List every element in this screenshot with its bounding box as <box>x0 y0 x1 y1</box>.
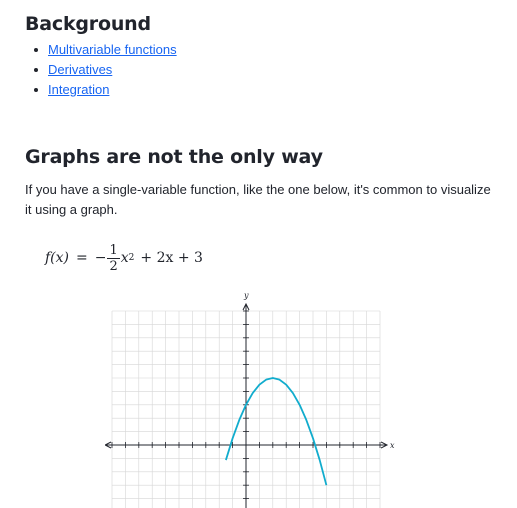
background-heading: Background <box>25 13 151 35</box>
link-derivatives[interactable]: Derivatives <box>48 62 113 77</box>
link-multivariable-functions[interactable]: Multivariable functions <box>48 42 177 57</box>
x-axis-label: x <box>390 441 395 450</box>
list-item: Integration <box>25 80 177 100</box>
bullet-icon <box>34 48 38 52</box>
formula-variable: x <box>120 250 129 266</box>
link-integration[interactable]: Integration <box>48 82 110 97</box>
background-link-list: Multivariable functions Derivatives Inte… <box>25 40 177 100</box>
list-item: Multivariable functions <box>25 40 177 60</box>
parabola-curve <box>225 377 328 486</box>
graph-curve <box>225 377 328 486</box>
x-axis-arrow-left <box>105 441 112 449</box>
formula-equals: = <box>76 250 88 266</box>
y-axis-label: y <box>243 292 249 300</box>
intro-paragraph: If you have a single-variable function, … <box>25 182 491 217</box>
fraction-denominator: 2 <box>109 258 118 274</box>
function-graph: x y <box>105 292 395 508</box>
x-axis-arrow-right <box>380 441 389 449</box>
list-item: Derivatives <box>25 60 177 80</box>
graphs-heading: Graphs are not the only way <box>25 146 323 168</box>
fraction-numerator: 1 <box>107 242 120 259</box>
bullet-icon <box>34 68 38 72</box>
bullet-icon <box>34 88 38 92</box>
formula-rest: + 2x + 3 <box>140 250 203 266</box>
formula-sign: − <box>94 250 107 266</box>
formula-exponent: 2 <box>128 253 135 263</box>
formula-lhs: f(x) <box>45 250 70 266</box>
formula-fraction: 1 2 <box>107 242 120 274</box>
y-axis-arrow-up <box>242 302 250 311</box>
